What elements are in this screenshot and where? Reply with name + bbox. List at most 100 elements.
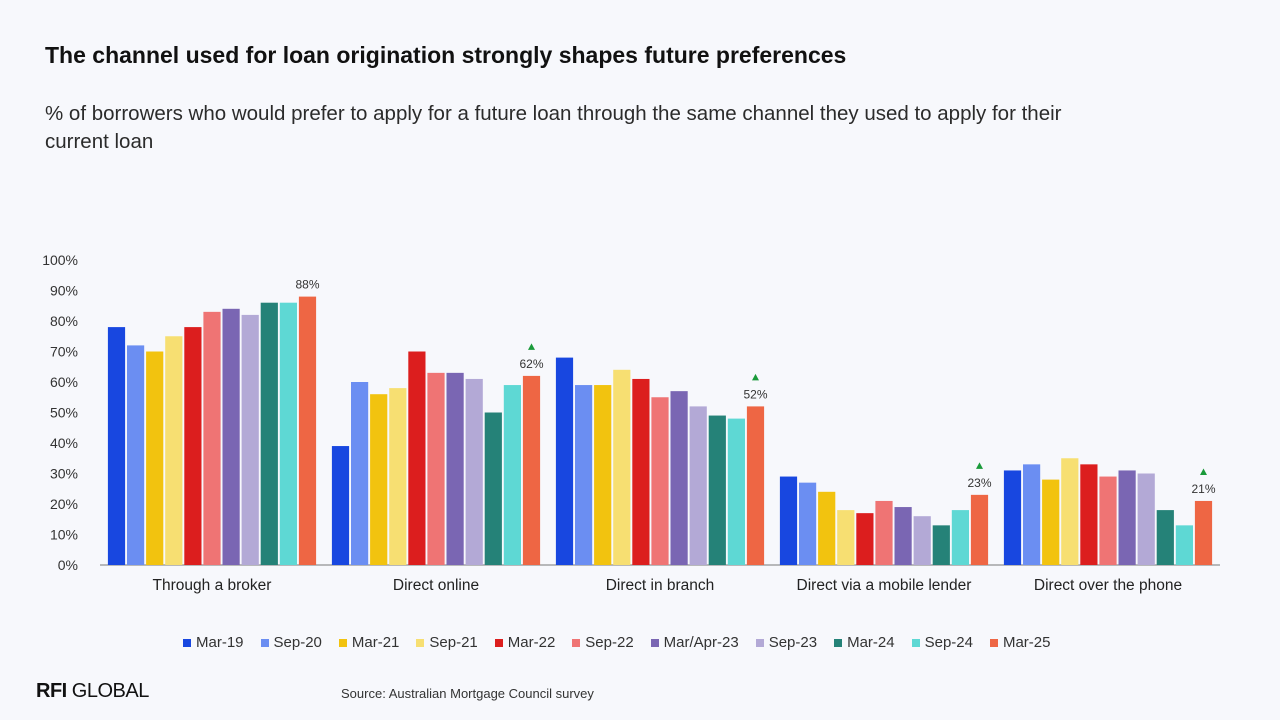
category-label: Direct online (393, 577, 479, 594)
bar-mar-19 (331, 446, 350, 565)
bar-mar-apr-23 (446, 372, 464, 565)
y-tick-label: 80% (50, 313, 78, 329)
bar-sep-20 (1023, 464, 1041, 565)
y-tick-label: 10% (50, 527, 78, 543)
chart-legend: Mar-19 Sep-20 Mar-21 Sep-21 Mar-22 Sep-22 Mar/… (183, 634, 1067, 651)
legend-label: Mar-19 (196, 634, 244, 651)
y-tick-label: 20% (50, 496, 78, 512)
legend-swatch (494, 638, 503, 647)
bar-mar-apr-23 (894, 507, 912, 565)
category-label: Through a broker (153, 577, 272, 594)
legend-swatch (834, 638, 843, 647)
legend-swatch (572, 638, 581, 647)
legend-item: Sep-24 (911, 634, 973, 651)
bar-mar-22 (184, 327, 202, 565)
legend-label: Mar-22 (507, 634, 556, 651)
bar-sep-24 (503, 385, 521, 565)
rfi-global-logo: RFI GLOBAL (36, 680, 149, 702)
bar-mar-24 (484, 412, 502, 565)
bar-mar-24 (1156, 510, 1174, 565)
legend-item: Sep-21 (416, 634, 478, 651)
bar-mar-19 (107, 327, 126, 565)
legend-label: Mar-24 (847, 634, 895, 651)
bar-sep-23 (241, 314, 259, 565)
bar-sep-21 (389, 388, 407, 565)
bar-sep-24 (1175, 525, 1193, 565)
legend-label: Mar/Apr-23 (663, 634, 739, 651)
chart-subtitle: % of borrowers who would prefer to apply… (45, 102, 1062, 153)
legend-swatch (911, 638, 920, 647)
bar-mar-25 (1194, 500, 1213, 565)
chart-title: The channel used for loan origination st… (45, 42, 847, 68)
legend-label: Sep-24 (924, 634, 973, 651)
bar-mar-apr-23 (222, 308, 240, 565)
y-tick-label: 70% (50, 344, 78, 360)
bar-mar-21 (370, 394, 388, 565)
bar-sep-22 (1099, 476, 1117, 565)
bar-sep-22 (203, 311, 221, 565)
y-tick-label: 100% (42, 252, 78, 268)
bar-mar-24 (260, 302, 278, 565)
legend-item: Mar-24 (834, 634, 895, 651)
legend-label: Sep-23 (768, 634, 818, 651)
bar-sep-22 (651, 397, 669, 565)
bar-sep-21 (613, 369, 631, 565)
bar-sep-20 (575, 385, 593, 565)
legend-swatch (989, 638, 998, 647)
bar-mar-apr-23 (1118, 470, 1136, 565)
bar-sep-20 (799, 482, 817, 565)
legend-label: Mar-21 (351, 634, 400, 651)
bar-mar-22 (856, 513, 874, 565)
category-label: Direct over the phone (1034, 577, 1182, 594)
legend-swatch (338, 638, 347, 647)
bar-sep-21 (1061, 458, 1079, 565)
bar-mar-25 (970, 494, 989, 565)
bar-sep-24 (951, 510, 969, 565)
bar-sep-23 (1137, 473, 1155, 565)
bar-sep-20 (127, 345, 145, 565)
data-label: 62% (519, 357, 543, 371)
category-label: Direct in branch (606, 577, 715, 594)
up-arrow-icon (752, 373, 759, 381)
legend-swatch (183, 638, 191, 647)
bar-mar-25 (522, 375, 541, 565)
legend-item: Sep-20 (260, 634, 322, 651)
bar-sep-22 (875, 500, 893, 565)
bar-mar-22 (632, 378, 650, 565)
bar-sep-23 (913, 516, 931, 565)
up-arrow-icon (976, 462, 983, 469)
data-label: 52% (743, 387, 767, 401)
bar-mar-19 (1003, 470, 1022, 565)
legend-item: Mar-25 (989, 634, 1051, 651)
bar-mar-22 (1080, 464, 1098, 565)
legend-item: Mar-21 (338, 634, 400, 651)
bar-mar-21 (594, 385, 612, 565)
bar-sep-23 (465, 378, 483, 565)
bar-sep-24 (727, 418, 745, 565)
up-arrow-icon (1200, 468, 1207, 475)
legend-swatch (416, 638, 425, 647)
bar-mar-22 (408, 351, 426, 565)
legend-item: Sep-23 (755, 634, 818, 651)
bar-mar-24 (708, 415, 726, 565)
bar-mar-25 (298, 296, 317, 565)
legend-swatch (755, 638, 764, 647)
bar-sep-21 (837, 510, 855, 565)
bar-sep-22 (427, 372, 445, 565)
legend-label: Sep-21 (429, 634, 478, 651)
bar-mar-19 (779, 476, 798, 565)
legend-swatch (650, 638, 659, 647)
source-note: Source: Australian Mortgage Council surv… (341, 686, 594, 701)
bar-sep-20 (351, 382, 369, 565)
legend-label: Mar-25 (1002, 634, 1051, 651)
up-arrow-icon (528, 343, 535, 350)
legend-item: Mar-19 (183, 634, 244, 651)
legend-label: Sep-22 (585, 634, 634, 651)
y-tick-label: 30% (50, 466, 78, 482)
y-tick-label: 40% (50, 435, 78, 451)
legend-item: Mar-22 (494, 634, 556, 651)
legend-swatch (260, 638, 269, 647)
legend-item: Sep-22 (572, 634, 634, 651)
bar-sep-23 (689, 406, 707, 565)
